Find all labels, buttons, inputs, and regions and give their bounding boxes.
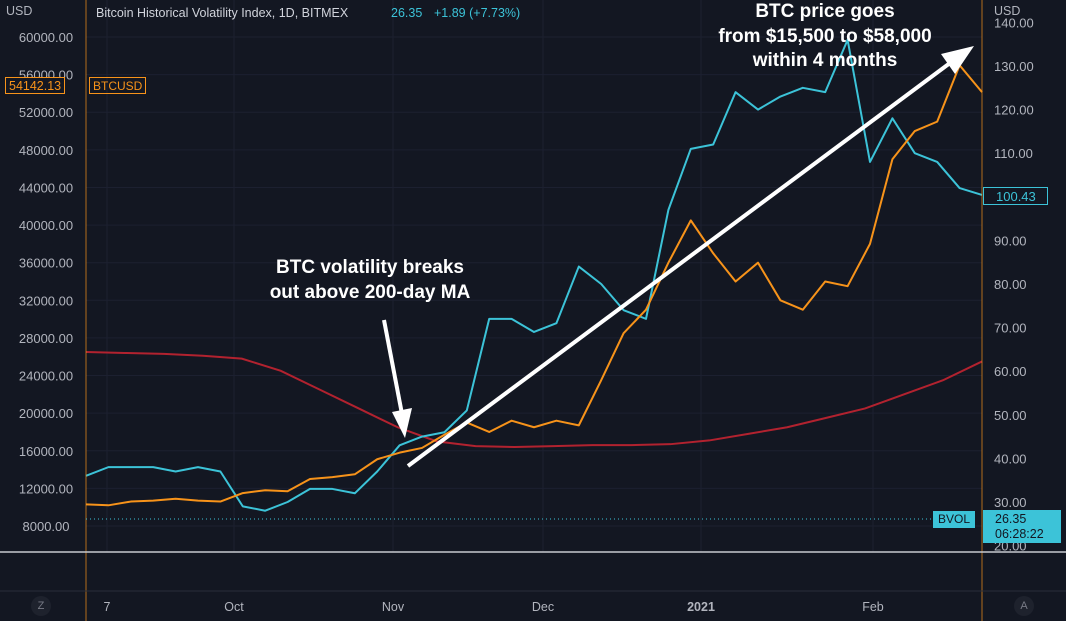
- btc-price-line: [85, 64, 983, 507]
- right-tick-label: 120.00: [994, 103, 1034, 118]
- btc-price-badge: 54142.13: [5, 77, 66, 94]
- price-annotation-line-2: from $15,500 to $58,000: [718, 25, 932, 47]
- volatility-annotation: BTC volatility breaks out above 200-day …: [240, 255, 500, 305]
- volatility-arrow-head: [392, 408, 412, 438]
- right-tick-label: 70.00: [994, 321, 1027, 336]
- change-value: +1.89 (+7.73%): [434, 6, 521, 20]
- left-tick-label: 32000.00: [19, 293, 73, 308]
- x-axis-ticks: 7 Oct Nov Dec 2021 Feb: [104, 600, 884, 614]
- volatility-arrow-shaft: [382, 319, 404, 415]
- left-tick-label: 12000.00: [19, 481, 73, 496]
- price-annotation-line-3: within 4 months: [752, 50, 898, 71]
- x-tick-label: Nov: [382, 600, 405, 614]
- x-tick-label: Feb: [862, 600, 884, 614]
- x-tick-label: Oct: [224, 600, 244, 614]
- btc-symbol-badge: BTCUSD: [89, 77, 147, 94]
- price-arrow-head: [941, 46, 974, 74]
- right-tick-label: 110.00: [994, 146, 1033, 161]
- volatility-annotation-line-2: out above 200-day MA: [269, 282, 471, 303]
- price-annotation-line-1: BTC price goes: [755, 1, 895, 22]
- left-tick-label: 8000.00: [23, 519, 70, 534]
- x-tick-label: Dec: [532, 600, 554, 614]
- bvol-line: [85, 38, 983, 512]
- right-tick-label: 60.00: [994, 364, 1027, 379]
- left-axis-ticks: 8000.00 12000.00 16000.00 20000.00 24000.00 2…: [19, 30, 73, 534]
- zoom-button[interactable]: Z: [31, 596, 51, 616]
- auto-scale-button[interactable]: A: [1014, 596, 1034, 616]
- left-tick-label: 28000.00: [19, 331, 73, 346]
- bvol-name-badge: BVOL: [933, 511, 976, 528]
- last-value: 26.35: [391, 6, 423, 20]
- series-group: [85, 38, 983, 512]
- price-arrow-shaft: [406, 61, 952, 468]
- bvol-value: 26.35: [995, 512, 1027, 526]
- left-tick-label: 48000.00: [19, 143, 73, 158]
- right-tick-label: 40.00: [994, 451, 1027, 466]
- right-tick-label: 90.00: [994, 233, 1027, 248]
- left-tick-label: 20000.00: [19, 406, 73, 421]
- right-tick-label: 140.00: [994, 15, 1034, 30]
- x-tick-label: 2021: [687, 600, 715, 614]
- right-tick-label: 80.00: [994, 277, 1027, 292]
- left-tick-label: 40000.00: [19, 218, 73, 233]
- x-tick-label: 7: [104, 600, 111, 614]
- right-price-badge: 100.43: [983, 187, 1048, 205]
- ma200-line: [85, 351, 983, 449]
- price-annotation: BTC price goes from $15,500 to $58,000 w…: [690, 0, 960, 74]
- bvol-value-badge: 26.35 06:28:22: [983, 510, 1061, 543]
- left-tick-label: 16000.00: [19, 444, 73, 459]
- left-tick-label: 36000.00: [19, 256, 73, 271]
- left-tick-label: 60000.00: [19, 30, 73, 45]
- right-axis-unit: USD: [994, 4, 1021, 18]
- left-tick-label: 44000.00: [19, 180, 73, 195]
- right-tick-label: 130.00: [994, 59, 1034, 74]
- volatility-annotation-line-1: BTC volatility breaks: [276, 257, 464, 278]
- left-axis-unit: USD: [6, 4, 33, 18]
- left-tick-label: 52000.00: [19, 105, 73, 120]
- symbol-title[interactable]: Bitcoin Historical Volatility Index, 1D,…: [96, 6, 349, 20]
- bvol-countdown: 06:28:22: [995, 527, 1044, 541]
- right-tick-label: 50.00: [994, 408, 1027, 423]
- right-tick-label: 30.00: [994, 495, 1027, 510]
- left-tick-label: 24000.00: [19, 369, 73, 384]
- annotation-arrows: [382, 46, 974, 468]
